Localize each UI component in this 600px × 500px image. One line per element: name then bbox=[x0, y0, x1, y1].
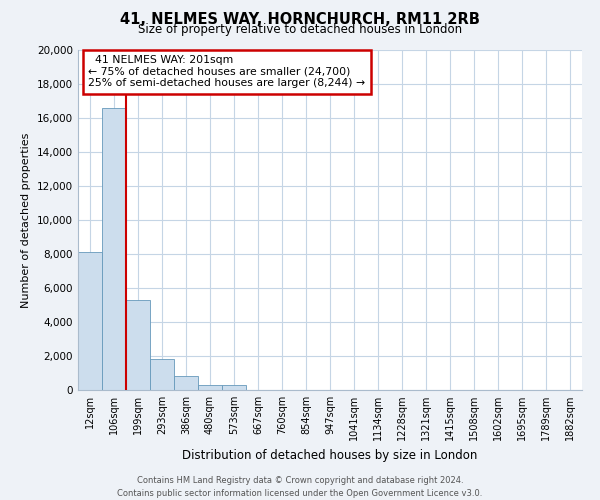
Bar bbox=[102, 108, 126, 390]
X-axis label: Distribution of detached houses by size in London: Distribution of detached houses by size … bbox=[182, 448, 478, 462]
Text: Contains HM Land Registry data © Crown copyright and database right 2024.
Contai: Contains HM Land Registry data © Crown c… bbox=[118, 476, 482, 498]
Y-axis label: Number of detached properties: Number of detached properties bbox=[22, 132, 31, 308]
Text: 41, NELMES WAY, HORNCHURCH, RM11 2RB: 41, NELMES WAY, HORNCHURCH, RM11 2RB bbox=[120, 12, 480, 28]
Bar bbox=[126, 300, 150, 390]
Bar bbox=[78, 252, 102, 390]
Text: Size of property relative to detached houses in London: Size of property relative to detached ho… bbox=[138, 22, 462, 36]
Text: 41 NELMES WAY: 201sqm  
← 75% of detached houses are smaller (24,700)
25% of sem: 41 NELMES WAY: 201sqm ← 75% of detached … bbox=[88, 55, 365, 88]
Bar bbox=[174, 376, 198, 390]
Bar bbox=[150, 360, 174, 390]
Bar bbox=[222, 385, 246, 390]
Bar bbox=[198, 385, 222, 390]
